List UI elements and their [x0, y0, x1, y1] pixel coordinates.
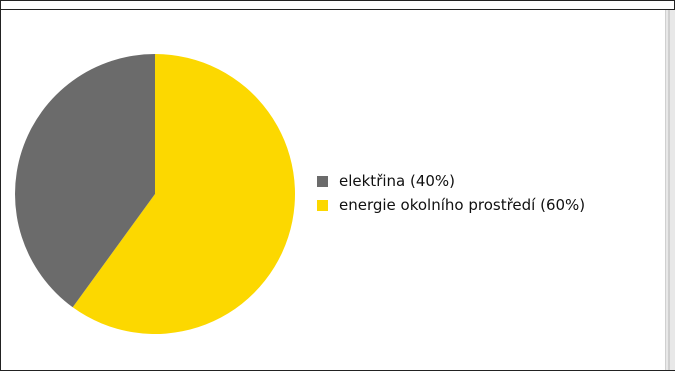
legend-label: elektřina (40%) [339, 172, 455, 190]
legend-item: elektřina (40%) [317, 172, 455, 190]
pie-slice-energie-okolniho-prostredi [72, 54, 296, 335]
pie-chart: elektřina (40%) energie okolního prostřed… [15, 54, 585, 335]
scrollbar-track[interactable] [665, 10, 675, 370]
chart-area: elektřina (40%) energie okolního prostřed… [2, 10, 664, 370]
pie-slice-elektrina [15, 54, 156, 308]
legend-label: energie okolního prostředí (60%) [339, 196, 585, 214]
scrollbar-divider [668, 10, 670, 370]
legend-swatch [317, 176, 328, 187]
legend-item: energie okolního prostředí (60%) [317, 196, 585, 214]
top-bar [1, 1, 674, 10]
legend-swatch [317, 200, 328, 211]
